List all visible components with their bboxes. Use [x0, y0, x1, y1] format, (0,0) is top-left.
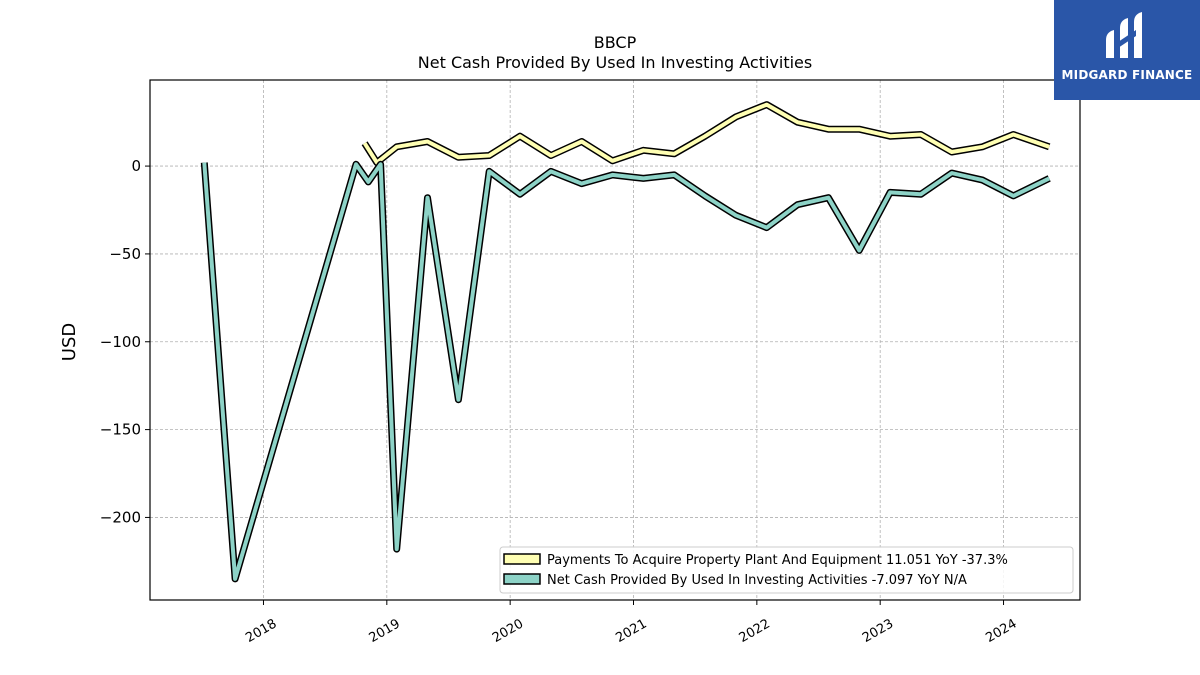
- y-tick-label: −150: [100, 421, 141, 439]
- brand-logo: MIDGARD FINANCE: [1054, 0, 1200, 100]
- legend: Payments To Acquire Property Plant And E…: [500, 547, 1073, 593]
- x-tick-label: 2018: [243, 616, 279, 646]
- brand-mark-icon: [1054, 0, 1200, 70]
- brand-name: MIDGARD FINANCE: [1054, 68, 1200, 82]
- x-axis: 2018 2019 2020 2021 2022 2023 2024: [243, 600, 1019, 646]
- y-axis: 0 −50 −100 −150 −200: [100, 157, 150, 526]
- x-tick-label: 2022: [737, 616, 773, 646]
- x-tick-label: 2020: [490, 616, 526, 646]
- chart: BBCP Net Cash Provided By Used In Invest…: [0, 0, 1200, 675]
- x-tick-label: 2023: [860, 616, 896, 646]
- series-line-2: [204, 163, 1049, 579]
- legend-label-2: Net Cash Provided By Used In Investing A…: [547, 573, 967, 588]
- chart-title: BBCP: [594, 33, 637, 52]
- x-tick-label: 2021: [613, 616, 649, 646]
- legend-swatch-2: [504, 574, 540, 584]
- x-tick-label: 2019: [367, 616, 403, 646]
- legend-swatch-1: [504, 554, 540, 564]
- y-tick-label: −200: [100, 508, 141, 526]
- y-tick-label: −50: [109, 245, 141, 263]
- y-tick-label: −100: [100, 333, 141, 351]
- series-outline-2: [204, 163, 1049, 579]
- legend-label-1: Payments To Acquire Property Plant And E…: [547, 553, 1008, 568]
- chart-subtitle: Net Cash Provided By Used In Investing A…: [418, 53, 812, 72]
- x-tick-label: 2024: [983, 616, 1019, 646]
- y-axis-label: USD: [59, 323, 80, 361]
- y-tick-label: 0: [131, 157, 141, 175]
